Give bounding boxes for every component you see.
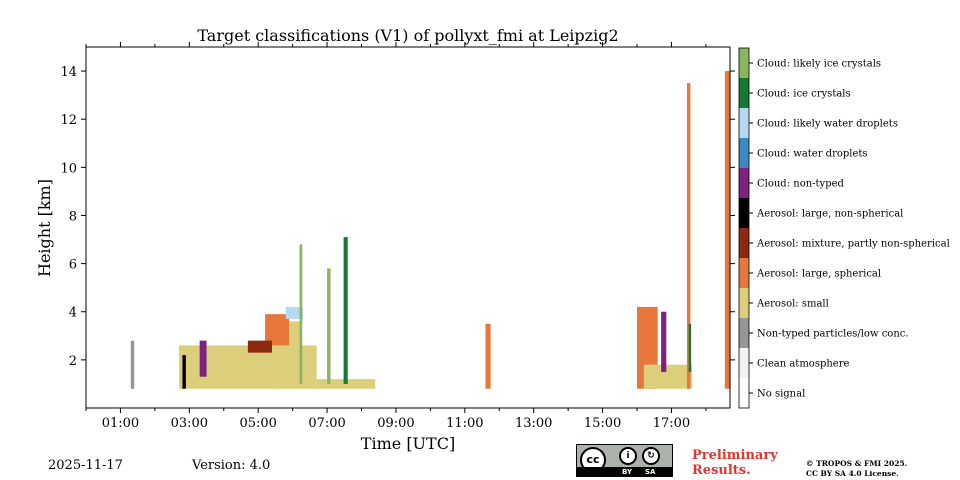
footer-date: 2025-11-17 [48, 458, 123, 473]
colorbar-swatch-5 [739, 198, 749, 228]
x-tick-label-1: 03:00 [171, 416, 208, 431]
axes: 01:00 03:00 05:00 07:00 09:00 11:00 13:00 15:00… [60, 42, 735, 431]
y-tick-label-3: 8 [69, 209, 77, 224]
classification-region-7 [343, 237, 348, 384]
classification-region-5 [285, 306, 303, 319]
colorbar-label-7: Aerosol: large, spherical [756, 269, 881, 280]
y-tick-label-5: 12 [60, 113, 77, 128]
copyright-line-1: © TROPOS & FMI 2025. [806, 459, 908, 468]
colorbar-swatch-2 [739, 108, 749, 138]
colorbar-swatch-11 [739, 378, 749, 408]
colorbar-label-5: Aerosol: large, non-spherical [756, 209, 903, 220]
footer-version: Version: 4.0 [192, 458, 271, 473]
preliminary-results: Preliminary Results. [692, 448, 778, 478]
y-tick-label-4: 10 [60, 161, 77, 176]
colorbar-label-9: Non-typed particles/low conc. [757, 329, 909, 340]
classification-region-16 [724, 71, 730, 389]
x-tick-label-7: 15:00 [584, 416, 621, 431]
classification-region-12 [485, 323, 491, 389]
classification-region-15 [686, 83, 691, 389]
cc-by-label: BY [622, 468, 633, 476]
copyright-line-2: CC BY SA 4.0 License. [806, 469, 899, 478]
share-alike-icon: ↻ [642, 447, 660, 465]
cc-badge-strip [577, 467, 672, 476]
colorbar-label-0: Cloud: likely ice crystals [757, 59, 881, 70]
y-tick-label-0: 2 [69, 354, 77, 369]
x-tick-label-4: 09:00 [377, 416, 414, 431]
classification-region-18 [688, 323, 692, 372]
plot-area [130, 71, 730, 389]
classification-region-17 [661, 311, 667, 372]
colorbar-swatch-3 [739, 138, 749, 168]
classification-region-9 [199, 340, 207, 377]
colorbar-label-4: Cloud: non-typed [757, 179, 845, 190]
preliminary-line-1: Preliminary [692, 448, 778, 463]
colorbar-label-3: Cloud: water droplets [757, 149, 868, 160]
classification-region-4 [247, 340, 272, 353]
chart-title: Target classifications (V1) of pollyxt_f… [197, 26, 618, 45]
colorbar-swatch-7 [739, 258, 749, 288]
preliminary-line-2: Results. [692, 463, 751, 478]
classification-region-11 [130, 340, 135, 389]
colorbar-swatch-6 [739, 228, 749, 258]
copyright-notice: © TROPOS & FMI 2025. CC BY SA 4.0 Licens… [806, 459, 907, 479]
plot-frame [85, 46, 731, 409]
colorbar-swatch-4 [739, 168, 749, 198]
classification-region-10 [182, 355, 186, 389]
colorbar-label-8: Aerosol: small [756, 299, 829, 310]
y-tick-label-2: 6 [69, 258, 77, 273]
cc-license-badge: cc i ↻ BY SA [576, 444, 673, 477]
x-tick-label-3: 07:00 [308, 416, 345, 431]
classification-region-3 [265, 314, 290, 346]
colorbar-label-1: Cloud: ice crystals [757, 89, 851, 100]
colorbar-label-10: Clean atmosphere [757, 359, 850, 370]
colorbar-swatch-1 [739, 78, 749, 108]
x-tick-label-0: 01:00 [102, 416, 139, 431]
x-tick-label-8: 17:00 [653, 416, 690, 431]
y-axis-label: Height [km] [35, 179, 54, 277]
cc-sa-label: SA [645, 468, 656, 476]
y-tick-label-6: 14 [60, 65, 77, 80]
colorbar-swatch-10 [739, 348, 749, 378]
colorbar-label-11: No signal [757, 389, 805, 400]
classification-region-6 [299, 244, 303, 384]
x-tick-label-2: 05:00 [239, 416, 276, 431]
y-tick-label-1: 4 [69, 306, 77, 321]
colorbar-label-2: Cloud: likely water droplets [757, 119, 898, 130]
person-icon: i [619, 447, 637, 465]
classification-region-8 [327, 268, 331, 384]
classification-region-14 [643, 364, 693, 389]
x-tick-label-5: 11:00 [446, 416, 483, 431]
colorbar-legend: Cloud: likely ice crystals Cloud: ice cry… [738, 47, 950, 409]
colorbar-swatch-9 [739, 318, 749, 348]
colorbar-label-6: Aerosol: mixture, partly non-spherical [756, 239, 950, 250]
colorbar-frame [738, 47, 750, 409]
x-axis-label: Time [UTC] [361, 434, 455, 453]
colorbar-swatch-0 [739, 48, 749, 78]
x-tick-label-6: 13:00 [515, 416, 552, 431]
colorbar-swatch-8 [739, 288, 749, 318]
